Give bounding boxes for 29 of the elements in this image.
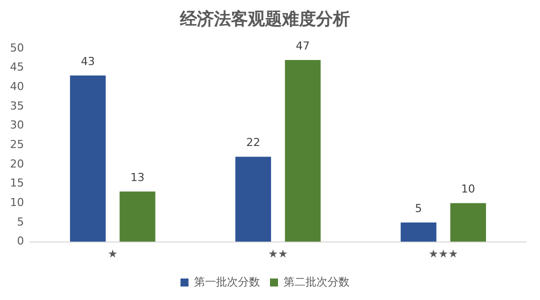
data-label: 13 xyxy=(130,170,144,184)
data-label: 47 xyxy=(296,39,310,52)
bar xyxy=(400,222,436,242)
y-tick-label: 20 xyxy=(10,157,24,170)
x-tick-label: ★★★ xyxy=(428,247,458,260)
y-tick-label: 35 xyxy=(10,99,24,112)
y-tick-label: 0 xyxy=(16,234,24,248)
y-tick-label: 45 xyxy=(10,60,24,74)
y-tick-label: 5 xyxy=(16,215,24,228)
data-label: 43 xyxy=(80,54,95,68)
x-tick-label: ★★ xyxy=(268,247,288,260)
data-label: 22 xyxy=(246,136,260,150)
y-tick-label: 10 xyxy=(10,196,24,209)
y-tick-label: 15 xyxy=(10,176,24,190)
y-tick-label: 25 xyxy=(10,138,24,151)
bar xyxy=(235,156,272,242)
bar xyxy=(284,60,321,242)
y-tick-label: 40 xyxy=(10,80,24,93)
chart-title: 经济法客观题难度分析 xyxy=(179,10,350,30)
bar xyxy=(450,203,486,242)
legend-label: 第一批次分数 xyxy=(194,275,260,288)
legend-label: 第二批次分数 xyxy=(284,275,350,288)
x-tick-label: ★ xyxy=(108,247,118,260)
data-label: 5 xyxy=(415,202,422,215)
y-tick-label: 50 xyxy=(10,41,24,54)
y-tick-label: 30 xyxy=(10,118,24,132)
bar xyxy=(70,75,106,242)
bar xyxy=(120,192,156,242)
data-label: 10 xyxy=(461,182,476,196)
